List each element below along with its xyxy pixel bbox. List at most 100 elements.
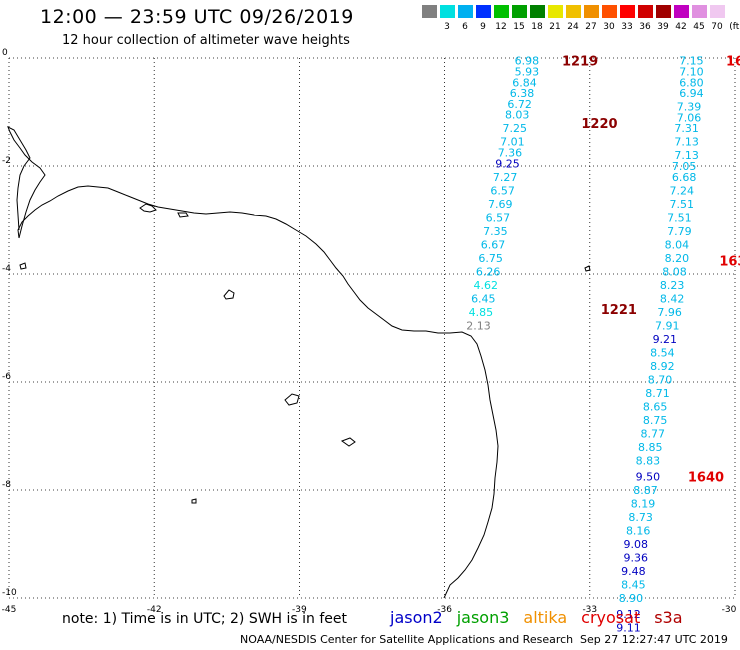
credit-text: NOAA/NESDIS Center for Satellite Applica… <box>240 633 574 646</box>
wave-height-label: 7.06 <box>677 111 702 124</box>
wave-height-label: 8.54 <box>650 346 675 359</box>
footnote: note: 1) Time is in UTC; 2) SWH is in fe… <box>62 611 348 627</box>
y-tick-label: -6 <box>2 372 11 382</box>
y-tick-label: -10 <box>2 588 17 598</box>
coast-segment <box>19 262 27 270</box>
wave-height-label: 6.67 <box>481 238 506 251</box>
x-tick-label: -36 <box>437 605 452 615</box>
legend-label: 42 <box>675 22 687 32</box>
x-tick-label: -42 <box>147 605 162 615</box>
legend-swatch <box>476 5 491 18</box>
legend-swatch <box>458 5 473 18</box>
wave-height-label: 9.21 <box>653 333 678 346</box>
legend-label: 18 <box>531 22 543 32</box>
legend-swatch <box>656 5 671 18</box>
wave-height-label: 8.77 <box>640 427 665 440</box>
y-tick-label: -2 <box>2 156 11 166</box>
satellite-name: s3a <box>654 608 683 627</box>
wave-height-label: 8.19 <box>631 498 656 511</box>
satellite-name: altika <box>523 608 568 627</box>
wave-height-label: 8.90 <box>619 592 644 605</box>
legend-swatch <box>512 5 527 18</box>
wave-height-label: 8.87 <box>633 484 658 497</box>
wave-height-label: 6.38 <box>510 87 535 100</box>
legend-swatch <box>494 5 509 18</box>
wave-height-label: 6.68 <box>672 171 697 184</box>
page-subtitle: 12 hour collection of altimeter wave hei… <box>62 33 350 48</box>
wave-height-label: 7.36 <box>498 147 523 160</box>
x-tick-label: -39 <box>292 605 307 615</box>
legend-label: 12 <box>495 22 507 32</box>
wave-height-label: 6.80 <box>679 76 704 89</box>
wave-height-label: 8.20 <box>665 252 690 265</box>
wave-height-label: 8.73 <box>628 511 653 524</box>
legend-swatch <box>584 5 599 18</box>
page-title: 12:00 — 23:59 UTC 09/26/2019 <box>40 6 354 28</box>
wave-height-label: 7.13 <box>674 149 699 162</box>
legend-swatch <box>674 5 689 18</box>
wave-height-label: 6.57 <box>490 184 515 197</box>
legend-label: 3 <box>444 22 450 32</box>
wave-height-label: 8.70 <box>648 373 673 386</box>
wave-height-label: 7.79 <box>667 225 692 238</box>
wave-height-label: 7.91 <box>655 319 680 332</box>
satellite-name: jason2 <box>390 608 443 627</box>
legend-unit: (ft) <box>729 22 740 32</box>
wave-height-label: 8.08 <box>662 265 687 278</box>
wave-height-label: 5.93 <box>515 66 540 79</box>
wave-height-label: 6.84 <box>512 76 537 89</box>
time-label: 1221 <box>601 303 637 318</box>
legend-swatch <box>440 5 455 18</box>
wave-height-label: 9.08 <box>624 538 649 551</box>
legend-swatch <box>710 5 725 18</box>
legend-label: 39 <box>657 22 669 32</box>
wave-height-label: 7.05 <box>672 160 697 173</box>
wave-height-label: 7.51 <box>667 211 692 224</box>
coast-segment <box>584 265 591 272</box>
wave-height-label: 9.12 <box>616 608 641 621</box>
wave-height-label: 7.96 <box>657 306 682 319</box>
satellite-name: cryosat <box>581 608 641 627</box>
wave-height-label: 7.13 <box>674 136 699 149</box>
wave-height-label: 4.62 <box>473 279 498 292</box>
wave-height-label: 8.85 <box>638 441 663 454</box>
time-label: 1220 <box>581 117 617 132</box>
wave-height-label: 8.75 <box>643 414 668 427</box>
wave-height-label: 8.03 <box>505 109 530 122</box>
y-tick-label: 0 <box>2 48 8 58</box>
y-tick-label: -8 <box>2 480 11 490</box>
wave-height-label: 9.48 <box>621 565 646 578</box>
wave-height-label: 7.10 <box>679 66 704 79</box>
wave-height-label: 7.01 <box>500 136 525 149</box>
satellite-name: jason3 <box>456 608 510 627</box>
legend-swatch <box>566 5 581 18</box>
legend-label: 9 <box>480 22 486 32</box>
wave-height-label: 8.04 <box>665 238 690 251</box>
wave-height-label: 8.45 <box>621 579 646 592</box>
coast-segment <box>139 203 157 213</box>
wave-height-label: 7.27 <box>493 171 518 184</box>
generated-time: Sep 27 12:27:47 UTC 2019 <box>580 633 728 646</box>
wave-height-label: 8.71 <box>645 387 670 400</box>
satellite-legend: jason2 jason3 altika cryosat s3a <box>390 608 697 627</box>
wave-height-label: 6.57 <box>486 211 511 224</box>
coast-segment <box>7 125 46 239</box>
time-label: 1219 <box>562 55 598 70</box>
wave-height-label: 6.45 <box>471 292 496 305</box>
wave-readings: 6.985.936.846.386.728.037.257.017.369.25… <box>466 55 740 635</box>
wave-height-label: 6.75 <box>478 252 503 265</box>
legend-label: 27 <box>585 22 597 32</box>
legend-label: 45 <box>693 22 705 32</box>
wave-height-label: 8.83 <box>636 454 661 467</box>
wave-height-label: 8.65 <box>643 400 668 413</box>
wave-height-label: 7.31 <box>674 122 699 135</box>
wave-height-label: 6.98 <box>515 55 540 68</box>
wave-height-label: 9.11 <box>616 622 641 635</box>
time-label: 1639 <box>719 255 740 270</box>
wave-height-label: 9.25 <box>495 157 520 170</box>
x-tick-label: -45 <box>2 605 17 615</box>
wave-height-label: 7.35 <box>483 225 508 238</box>
wave-height-label: 7.51 <box>670 198 695 211</box>
legend-swatch <box>530 5 545 18</box>
